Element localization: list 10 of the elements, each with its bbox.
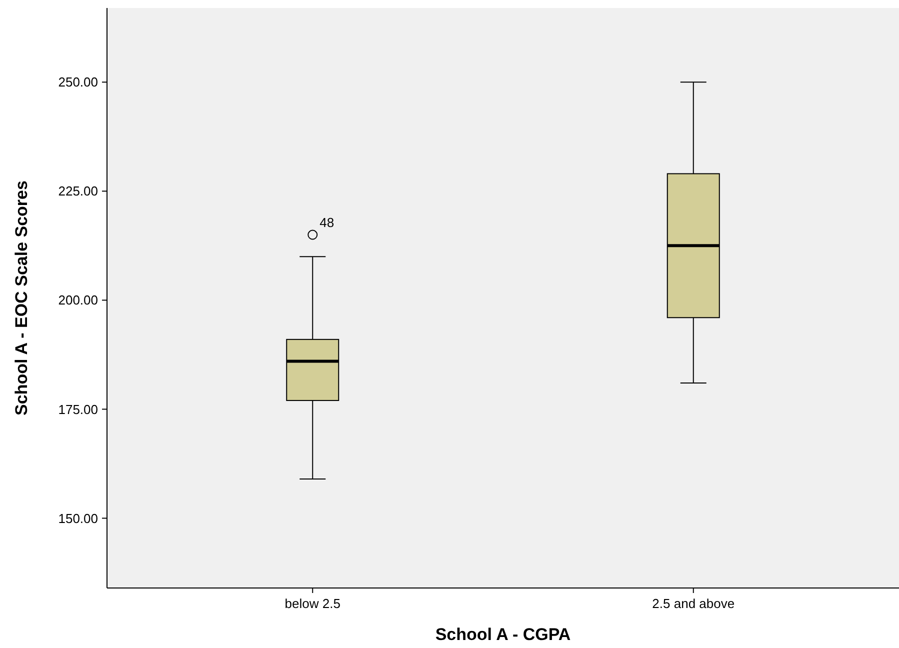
y-tick-label: 225.00 <box>58 184 98 199</box>
x-axis-title: School A - CGPA <box>435 625 571 644</box>
y-tick-label: 175.00 <box>58 402 98 417</box>
y-tick-label: 150.00 <box>58 510 98 526</box>
y-tick-label: 250.00 <box>58 74 98 90</box>
annotation: 48 <box>320 214 334 230</box>
y-tick-label: 200.00 <box>58 292 98 308</box>
x-tick-label: below 2.5 <box>284 596 340 611</box>
x-tick-label: 2.5 and above <box>652 596 735 611</box>
y-axis-title: School A - EOC Scale Scores <box>12 180 31 416</box>
